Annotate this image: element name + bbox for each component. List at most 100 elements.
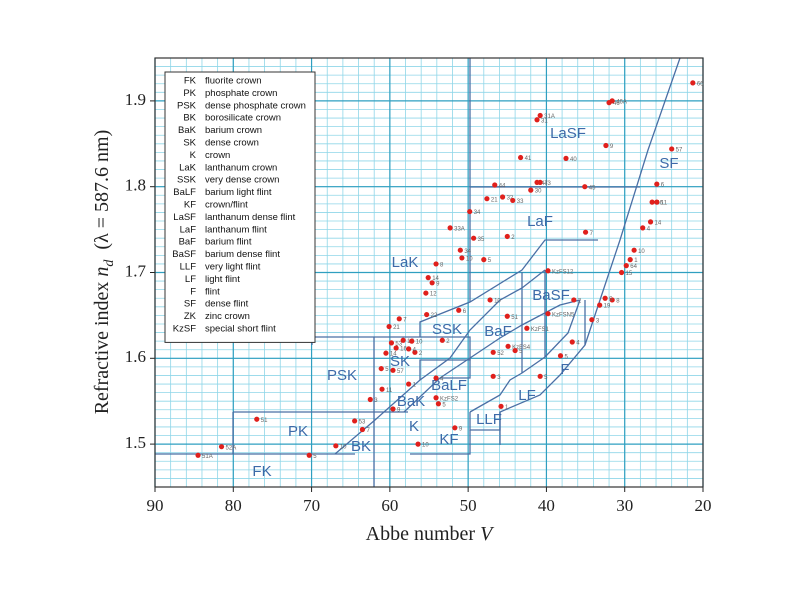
- x-label-text: Abbe number: [366, 523, 476, 545]
- point-label: 11: [386, 388, 393, 394]
- legend-name: lanthanum dense flint: [205, 212, 296, 223]
- region-label: SF: [659, 155, 678, 172]
- y-tick-label: 1.8: [125, 176, 146, 195]
- glass-point: [631, 247, 637, 253]
- point-label: 14: [432, 276, 439, 282]
- glass-point: [429, 280, 435, 286]
- point-label: KzFS12: [552, 269, 574, 275]
- point-label: 57: [676, 148, 683, 154]
- region-boundary: [334, 269, 546, 455]
- y-tick-label: 1.5: [125, 433, 146, 452]
- point-label: KzFS4: [512, 345, 531, 351]
- glass-point: [487, 297, 493, 303]
- region-label: BaK: [397, 393, 425, 410]
- glass-point: [534, 117, 540, 123]
- point-label: 57: [397, 369, 404, 375]
- legend-code: BaLF: [173, 187, 196, 198]
- region-label: PK: [288, 423, 308, 440]
- legend-name: barium light flint: [205, 187, 272, 198]
- point-label: 4: [440, 377, 444, 383]
- point-label: 34: [474, 210, 481, 216]
- point-label: KzFS2: [440, 396, 459, 402]
- point-label: 4: [647, 226, 651, 232]
- point-label: 9: [459, 426, 463, 432]
- glass-point: [582, 184, 588, 190]
- point-label: 31: [541, 118, 548, 124]
- legend-box: [164, 71, 316, 343]
- glass-point: [452, 425, 458, 431]
- region-label: KF: [439, 431, 458, 448]
- legend-name: crown: [205, 150, 230, 161]
- point-label: 66: [697, 81, 704, 87]
- legend-code: SK: [183, 138, 196, 149]
- region-label: LLF: [476, 411, 502, 428]
- region-label: LaK: [392, 254, 419, 271]
- legend-name: lanthanum crown: [205, 162, 277, 173]
- glass-point: [505, 343, 511, 349]
- region-label: BaSF: [532, 287, 570, 304]
- glass-point: [447, 225, 453, 231]
- region-label: SSK: [432, 321, 462, 338]
- legend-code: BaF: [179, 237, 197, 248]
- glass-point: [388, 340, 395, 346]
- glass-point: [589, 317, 595, 323]
- point-label: 10: [638, 249, 645, 255]
- glass-point: [406, 381, 412, 387]
- glass-point: [597, 302, 603, 308]
- point-label: 7: [403, 317, 407, 323]
- glass-point: [218, 444, 225, 450]
- point-label: 2: [578, 299, 582, 305]
- region-label: SK: [390, 353, 410, 370]
- legend-code: BK: [183, 113, 196, 124]
- x-tick-label: 60: [381, 496, 398, 515]
- legend-name: zinc crown: [205, 311, 250, 322]
- glass-point: [400, 337, 406, 343]
- glass-point: [195, 452, 201, 458]
- point-label: 21: [393, 325, 400, 331]
- legend-name: very dense crown: [205, 175, 279, 186]
- glass-point: [484, 196, 490, 202]
- glass-point: [424, 311, 430, 318]
- glass-point: [569, 339, 575, 345]
- point-label: 21: [491, 197, 498, 203]
- point-label: 10: [422, 443, 429, 449]
- glass-point: [609, 297, 615, 303]
- glass-point: [557, 353, 564, 359]
- x-tick-label: 50: [460, 496, 477, 515]
- glass-point: [471, 235, 477, 241]
- point-label: 6: [661, 183, 665, 189]
- point-label: 41: [525, 156, 532, 162]
- point-label: 8: [616, 299, 620, 305]
- point-label: 5: [488, 258, 492, 264]
- legend-code: BaSF: [172, 249, 196, 260]
- glass-point: [254, 416, 260, 422]
- glass-point: [492, 182, 498, 188]
- glass-point: [498, 403, 504, 409]
- glass-point: [406, 346, 412, 352]
- legend-code: LaF: [180, 224, 197, 235]
- glass-point: [433, 375, 439, 381]
- point-label: 15: [626, 271, 633, 277]
- region-boundary: [440, 358, 471, 379]
- glass-point: [490, 373, 496, 379]
- glass-point: [457, 247, 463, 253]
- point-label: 47: [541, 181, 548, 187]
- point-label: 7: [590, 231, 594, 237]
- legend-name: barium flint: [205, 237, 252, 248]
- glass-point: [409, 338, 415, 344]
- point-label: 32: [507, 196, 514, 202]
- glass-point: [510, 197, 516, 204]
- point-label: 45: [589, 185, 596, 191]
- region-label: FK: [252, 463, 271, 480]
- glass-point: [359, 426, 366, 433]
- point-label: 30: [535, 189, 542, 195]
- y-tick-label: 1.6: [125, 347, 146, 366]
- glass-point: [537, 112, 543, 119]
- legend-code: KF: [184, 200, 196, 211]
- point-label: KzFSN5: [552, 312, 575, 318]
- point-label: 16: [400, 347, 407, 353]
- legend-name: lanthanum flint: [205, 224, 267, 235]
- glass-point: [306, 452, 312, 458]
- glass-point: [654, 199, 660, 205]
